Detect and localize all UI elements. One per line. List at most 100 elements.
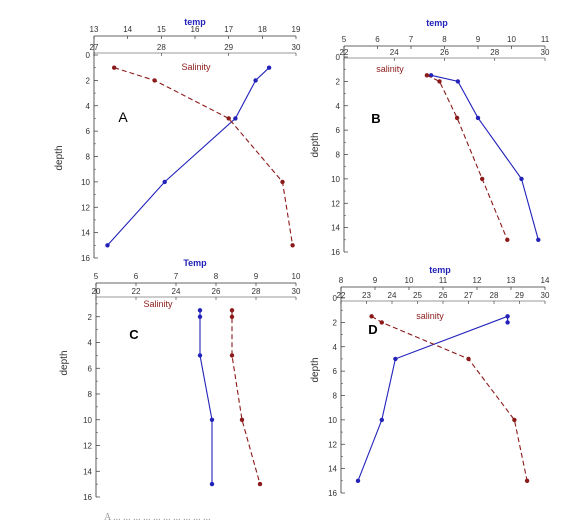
salinity-tick-label: 30 xyxy=(292,43,301,52)
salinity-tick-label: 24 xyxy=(388,291,397,300)
depth-tick-label: 10 xyxy=(331,175,340,184)
temp-tick-label: 10 xyxy=(405,276,414,285)
temp-tick-label: 11 xyxy=(541,35,550,44)
salinity-tick-label: 26 xyxy=(439,291,448,300)
salinity-data-point xyxy=(229,308,235,313)
salinity-tick-label: 26 xyxy=(212,287,221,296)
depth-tick-label: 8 xyxy=(336,151,341,160)
temp-tick-label: 11 xyxy=(439,276,448,285)
temp-axis-title: temp xyxy=(184,17,206,27)
depth-axis-label: depth xyxy=(59,350,70,375)
salinity-tick-label: 27 xyxy=(464,291,473,300)
depth-tick-label: 4 xyxy=(336,102,341,111)
depth-tick-label: 0 xyxy=(336,53,341,62)
temp-tick-label: 15 xyxy=(157,25,166,34)
salinity-data-point xyxy=(512,417,517,423)
temp-data-point xyxy=(455,79,461,84)
depth-tick-label: 6 xyxy=(86,127,91,136)
temp-series-line xyxy=(107,67,270,246)
temp-data-point xyxy=(393,356,398,362)
temp-data-point xyxy=(197,308,203,313)
salinity-tick-label: 28 xyxy=(252,287,261,296)
depth-tick-label: 8 xyxy=(86,153,91,162)
temp-data-point xyxy=(209,481,215,487)
salinity-data-point xyxy=(524,478,530,483)
temp-series-line xyxy=(357,315,509,482)
temp-tick-label: 19 xyxy=(292,25,301,34)
salinity-tick-label: 24 xyxy=(172,287,181,296)
temp-tick-label: 8 xyxy=(442,35,447,44)
temp-tick-label: 5 xyxy=(94,272,99,281)
temp-tick-label: 14 xyxy=(541,276,550,285)
salinity-data-point xyxy=(437,79,442,84)
temp-data-point xyxy=(505,314,510,319)
depth-tick-label: 14 xyxy=(328,465,337,474)
depth-tick-label: 6 xyxy=(333,367,338,376)
temp-tick-label: 14 xyxy=(123,25,132,34)
salinity-tick-label: 26 xyxy=(440,48,449,57)
temp-data-point xyxy=(355,478,361,483)
salinity-series-line xyxy=(231,310,261,485)
depth-tick-label: 14 xyxy=(83,467,92,476)
salinity-data-point xyxy=(379,320,384,325)
temp-data-point xyxy=(505,320,510,325)
salinity-series-line xyxy=(371,315,528,481)
temp-axis-title: temp xyxy=(426,18,448,28)
temp-tick-label: 13 xyxy=(90,25,99,34)
salinity-data-point xyxy=(229,353,235,358)
salinity-series-line xyxy=(114,67,294,246)
temp-series-line xyxy=(430,74,539,240)
depth-tick-label: 16 xyxy=(81,254,90,263)
depth-tick-label: 2 xyxy=(333,318,338,327)
salinity-data-point xyxy=(480,176,485,182)
depth-tick-label: 6 xyxy=(88,364,93,373)
salinity-tick-label: 22 xyxy=(132,287,141,296)
depth-axis-label: depth xyxy=(310,357,321,382)
depth-tick-label: 2 xyxy=(86,76,91,85)
salinity-tick-label: 22 xyxy=(340,48,349,57)
depth-tick-label: 2 xyxy=(88,313,93,322)
temp-data-point xyxy=(197,353,203,358)
salinity-tick-label: 27 xyxy=(90,43,99,52)
depth-tick-label: 2 xyxy=(336,77,341,86)
salinity-tick-label: 25 xyxy=(413,291,422,300)
salinity-data-point xyxy=(280,179,285,185)
salinity-data-point xyxy=(369,314,374,319)
depth-tick-label: 16 xyxy=(83,493,92,502)
salinity-label: salinity xyxy=(416,311,444,321)
salinity-label: Salinity xyxy=(143,299,173,309)
temp-data-point xyxy=(475,115,481,121)
temp-tick-label: 9 xyxy=(476,35,481,44)
salinity-data-point xyxy=(239,417,245,422)
salinity-data-point xyxy=(466,356,471,362)
salinity-tick-label: 28 xyxy=(157,43,166,52)
temp-tick-label: 8 xyxy=(214,272,219,281)
temp-tick-label: 8 xyxy=(339,276,344,285)
depth-axis-label: depth xyxy=(54,145,65,170)
depth-tick-label: 6 xyxy=(336,126,341,135)
depth-tick-label: 16 xyxy=(328,489,337,498)
depth-tick-label: 4 xyxy=(333,343,338,352)
panel-label-a: A xyxy=(118,109,128,125)
depth-tick-label: 10 xyxy=(81,178,90,187)
depth-tick-label: 14 xyxy=(331,224,340,233)
salinity-tick-label: 20 xyxy=(92,287,101,296)
temp-tick-label: 5 xyxy=(342,35,347,44)
temp-data-point xyxy=(253,78,258,83)
salinity-data-point xyxy=(454,115,460,121)
salinity-tick-label: 28 xyxy=(490,48,499,57)
temp-data-point xyxy=(519,176,524,182)
salinity-tick-label: 23 xyxy=(362,291,371,300)
salinity-data-point xyxy=(112,65,117,70)
temp-axis-title: Temp xyxy=(183,258,207,268)
depth-tick-label: 12 xyxy=(328,440,337,449)
temp-series-line xyxy=(199,310,213,485)
temp-data-point xyxy=(266,65,272,70)
salinity-data-point xyxy=(257,481,263,487)
depth-tick-label: 0 xyxy=(86,51,91,60)
salinity-data-point xyxy=(226,116,231,121)
depth-tick-label: 0 xyxy=(333,294,338,303)
